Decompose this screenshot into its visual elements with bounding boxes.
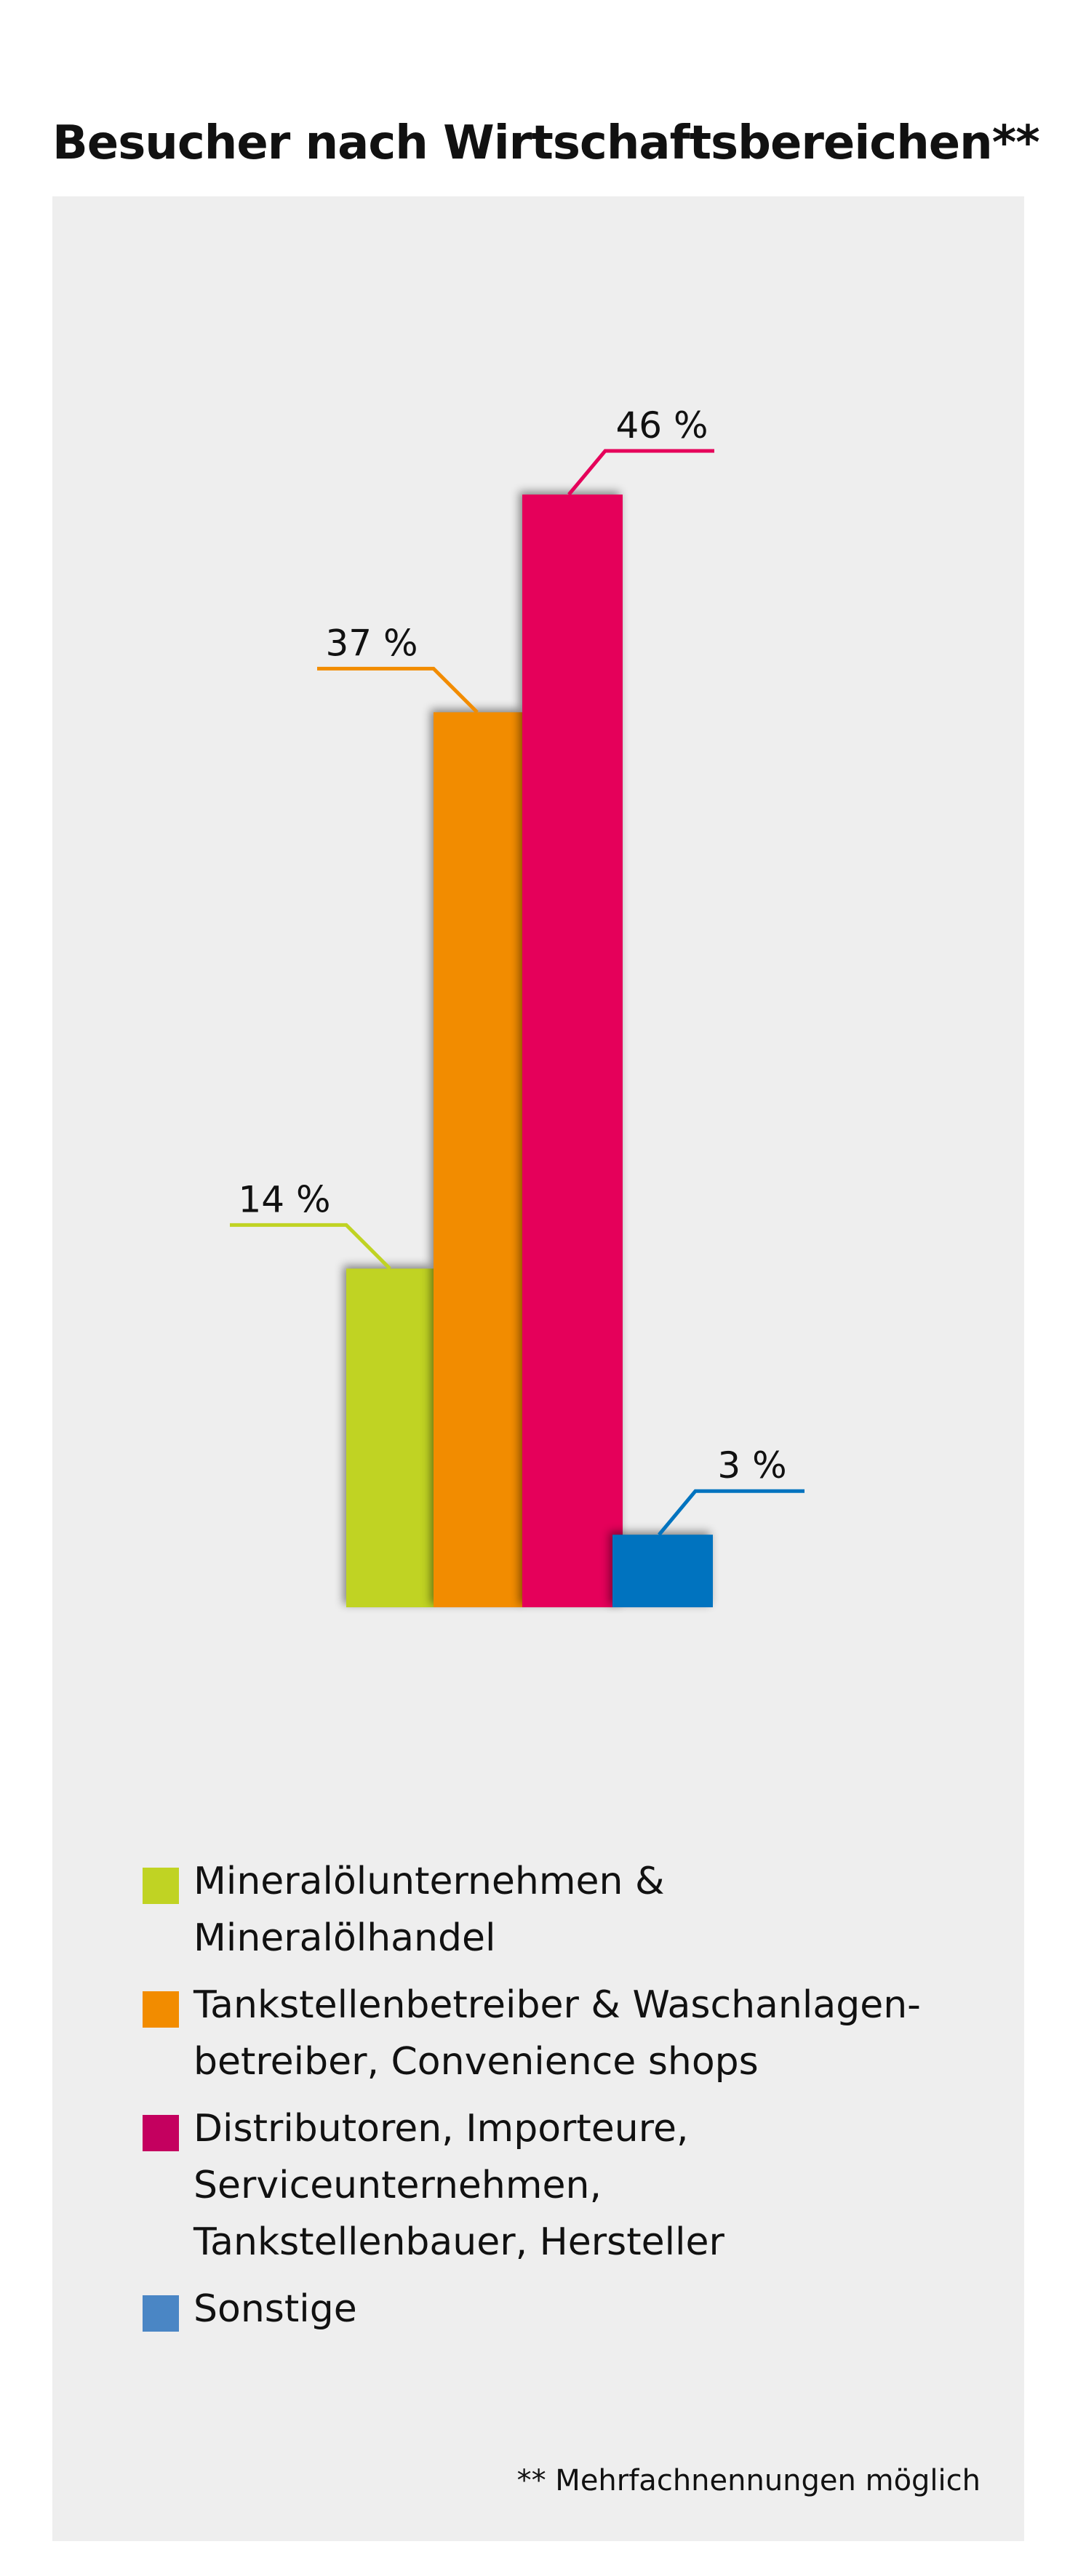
bar-chart: 14 % 37 % 46 % 3 % (230, 404, 805, 1607)
legend-swatch (143, 2115, 179, 2151)
bar-tankstellenbetreiber (434, 712, 524, 1607)
legend-label: Sonstige (193, 2287, 357, 2331)
legend-label: Mineralölunternehmen & Mineralölhandel (193, 1860, 665, 1960)
bar-distributoren (522, 495, 623, 1607)
bar-distributoren-leader-line (567, 449, 714, 496)
legend-label: Tankstellenbetreiber & Waschanlagen- bet… (193, 1983, 921, 2084)
legend-item-sonstige: Sonstige (143, 2287, 1001, 2337)
bar-sonstige (612, 1535, 713, 1607)
legend-item-distributoren: Distributoren, Importeure, Serviceuntern… (143, 2107, 1001, 2271)
bar-distributoren-value-label: 46 % (615, 404, 708, 447)
bar-sonstige-leader-line (658, 1489, 805, 1536)
chart-panel: 14 % 37 % 46 % 3 % Mineralölunternehmen & M… (52, 196, 1024, 2541)
footnote: ** Mehrfachnennungen möglich (516, 2464, 981, 2497)
chart-title: Besucher nach Wirtschaftsbereichen** (52, 116, 1040, 170)
legend-swatch (143, 1868, 179, 1904)
bar-mineraloel-leader-line (230, 1223, 391, 1271)
legend-label: Distributoren, Importeure, Serviceuntern… (193, 2107, 724, 2264)
bar-tankstellenbetreiber-leader-line (317, 666, 479, 714)
chart-legend: Mineralölunternehmen & Mineralölhandel T… (143, 1860, 1001, 2356)
legend-item-mineraloel: Mineralölunternehmen & Mineralölhandel (143, 1860, 1001, 1967)
bar-tankstellenbetreiber-value-label: 37 % (325, 622, 418, 664)
legend-swatch (143, 1991, 179, 2028)
legend-item-tankstellenbetreiber: Tankstellenbetreiber & Waschanlagen- bet… (143, 1983, 1001, 2090)
bar-mineraloel-value-label: 14 % (238, 1178, 330, 1220)
bar-sonstige-value-label: 3 % (717, 1444, 786, 1487)
bar-mineraloel (346, 1268, 434, 1607)
legend-swatch (143, 2295, 179, 2332)
